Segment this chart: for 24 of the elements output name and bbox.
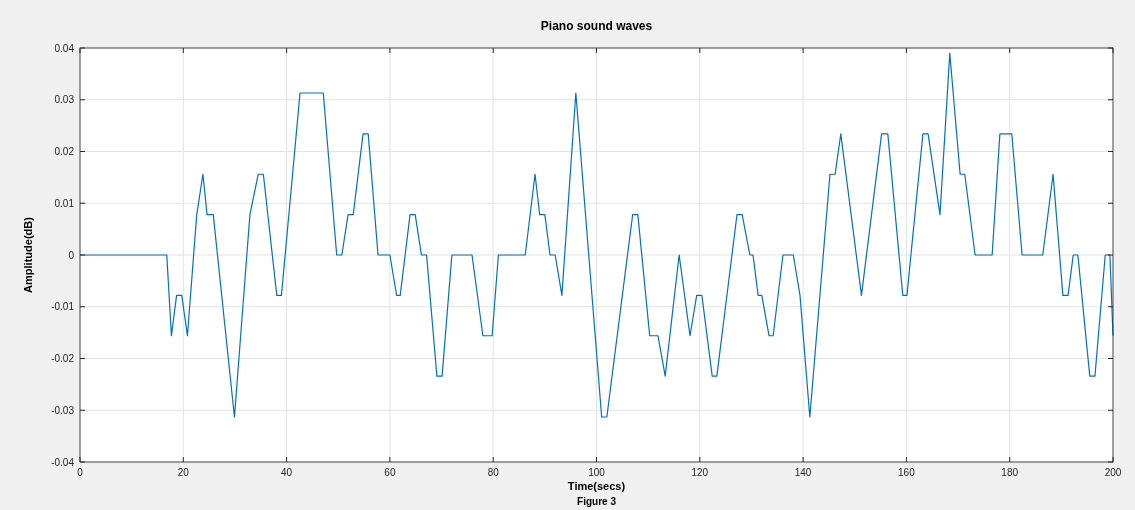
y-tick-label: -0.04 <box>51 456 75 468</box>
x-tick-label: 160 <box>898 467 916 478</box>
x-tick-label: 40 <box>281 467 293 478</box>
y-tick-label: 0.04 <box>54 42 75 54</box>
x-tick-label: 100 <box>588 467 606 478</box>
x-tick-label: 120 <box>691 467 709 478</box>
x-tick-label: 0 <box>77 467 84 478</box>
y-tick-label: 0.03 <box>54 94 75 106</box>
y-tick-label: -0.03 <box>51 404 75 416</box>
x-tick-label: 80 <box>487 467 500 478</box>
chart-title: Piano sound waves <box>540 19 653 33</box>
y-tick-label: -0.02 <box>51 353 75 364</box>
y-axis-title: Amplitude(dB) <box>22 216 34 293</box>
y-tick-label: 0.02 <box>54 146 75 157</box>
x-tick-label: 140 <box>794 467 812 478</box>
y-tick-label: 0.01 <box>54 197 75 209</box>
caption: Figure 3 <box>577 496 617 507</box>
y-tick-label: 0 <box>68 249 75 261</box>
x-tick-label: 180 <box>1001 467 1019 478</box>
x-tick-label: 20 <box>177 467 190 478</box>
x-tick-label: 60 <box>384 467 396 478</box>
x-axis-title: Time(secs) <box>567 480 626 492</box>
x-tick-label: 200 <box>1104 467 1122 478</box>
y-tick-label: -0.01 <box>51 301 75 313</box>
